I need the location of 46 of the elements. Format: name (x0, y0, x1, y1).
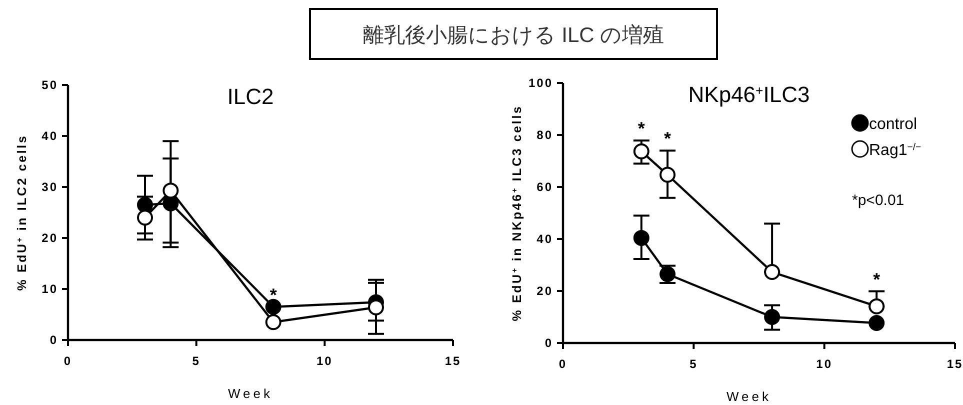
x-tick-label: 0 (558, 357, 568, 371)
point (265, 314, 282, 330)
point (368, 299, 384, 316)
x-tick-label: 10 (316, 354, 333, 368)
point (868, 298, 885, 314)
chart-title: ILC2 (227, 84, 274, 109)
y-tick-label: 30 (42, 180, 58, 194)
x-tick-label: 10 (816, 357, 833, 371)
x-axis-title: Week (228, 386, 273, 401)
text: 離乳後小腸における ILC の増殖 (362, 23, 664, 47)
y-tick-label: 60 (536, 180, 553, 194)
point (764, 264, 780, 280)
y-tick-label: 80 (536, 128, 553, 142)
x-axis-title: Week (726, 389, 772, 404)
x-tick-label: 0 (64, 354, 72, 368)
annotation: * (270, 284, 277, 305)
point (660, 166, 676, 183)
chart-title: NKp46$^{+}$ILC3 (688, 82, 810, 107)
y-tick-label: 0 (544, 336, 553, 350)
x-tick-label: 15 (444, 354, 462, 368)
point (137, 196, 153, 213)
y-tick-label: 10 (42, 282, 58, 296)
legend-label: Rag1$^{−/−}$ (869, 142, 922, 159)
point (265, 298, 282, 315)
annotation: * (638, 118, 645, 138)
y-tick-label: 40 (536, 232, 553, 246)
point (868, 314, 885, 331)
x-tick-label: 5 (192, 354, 200, 368)
x-tick-label: 15 (946, 357, 963, 371)
annotation: * (664, 128, 672, 149)
x-tick-label: 5 (690, 357, 698, 371)
annotation: * (873, 269, 880, 290)
y-tick-label: 100 (528, 76, 553, 90)
point (633, 143, 650, 160)
legend-label: control (869, 116, 918, 133)
point (162, 182, 179, 199)
y-tick-label: 20 (42, 231, 58, 245)
point (137, 210, 153, 226)
y-tick-label: 20 (536, 284, 553, 298)
point (764, 309, 780, 325)
point (633, 230, 650, 246)
y-tick-label: 40 (42, 129, 58, 143)
annotation: *p<0.01 (852, 192, 904, 209)
y-tick-label: 0 (50, 333, 58, 347)
y-tick-label: 50 (42, 78, 58, 92)
point (162, 195, 179, 212)
